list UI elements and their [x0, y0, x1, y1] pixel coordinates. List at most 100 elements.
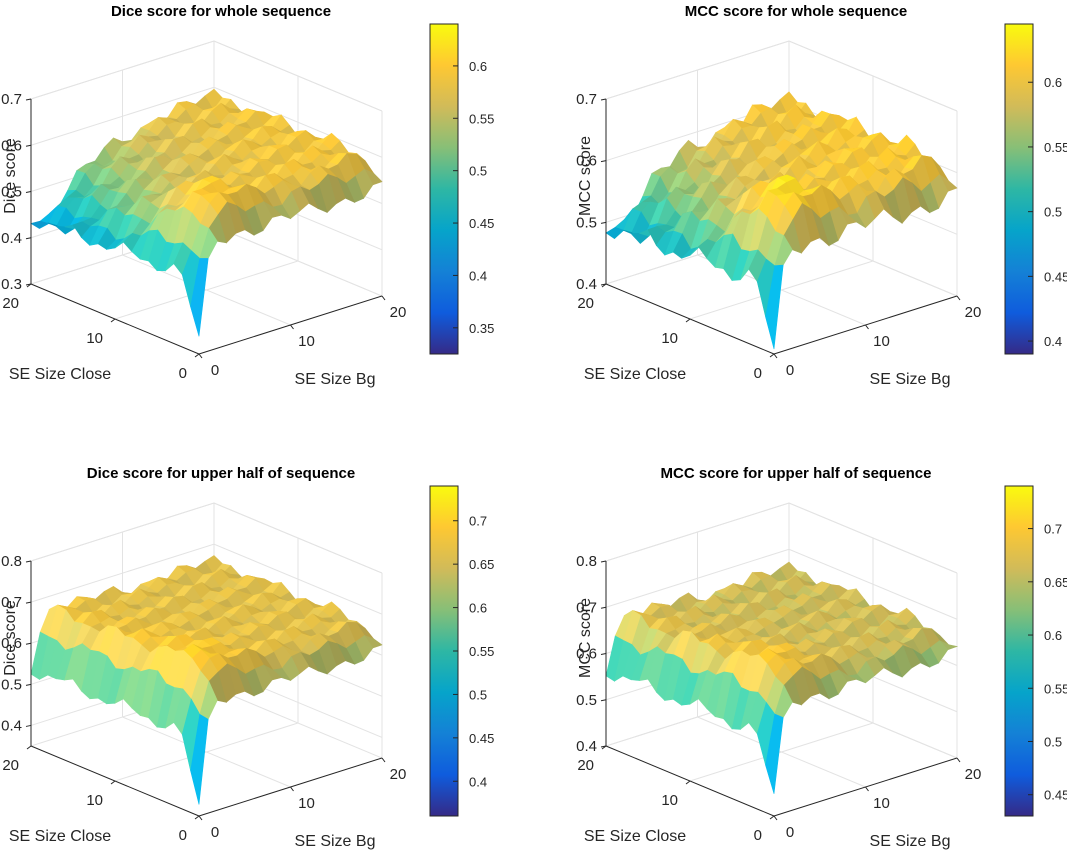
z-tick-mark: [600, 160, 607, 163]
z-tick-label: 0.7: [1, 594, 22, 611]
z-tick-mark: [25, 191, 32, 193]
x-tick-mark: [198, 815, 203, 821]
x-tick-label: 0: [211, 362, 219, 379]
y-tick-mark: [194, 815, 200, 820]
z-tick-mark: [600, 560, 607, 563]
z-tick-mark: [25, 601, 32, 604]
colorbar-tick-label: 0.6: [469, 59, 487, 74]
z-tick-label: 0.5: [1, 676, 22, 693]
surface-patch: [190, 713, 209, 805]
y-tick-label: 20: [577, 757, 594, 774]
colorbar-tick-label: 0.4: [1044, 334, 1062, 349]
y-tick-mark: [110, 780, 116, 785]
colorbar-tick-label: 0.55: [1044, 140, 1067, 155]
y-tick-label: 20: [2, 757, 19, 774]
z-tick-mark: [600, 653, 607, 655]
z-tick-label: 0.4: [1, 230, 22, 247]
colorbar-tick-label: 0.45: [1044, 269, 1067, 284]
z-axis-label: MCC score: [577, 136, 594, 216]
y-axis-label: SE Size Close: [9, 366, 111, 383]
y-tick-label: 10: [661, 792, 678, 809]
surface: [605, 91, 958, 350]
subplot-4: 0 10 20 0 10 20 0.4 0.5 0.6 0.7 0.8 SE Size Bg SE Si…: [576, 465, 1067, 850]
colorbar-tick-label: 0.65: [1044, 575, 1067, 590]
colorbar-tick-label: 0.6: [469, 601, 487, 616]
chart-title: Dice score for upper half of sequence: [87, 465, 355, 482]
x-tick-mark: [381, 757, 386, 763]
z-tick-label: 0.5: [576, 214, 597, 231]
x-tick-label: 20: [390, 766, 407, 783]
z-tick-label: 0.7: [576, 91, 597, 108]
z-axis-label: Dice score: [2, 138, 19, 214]
x-tick-label: 20: [390, 304, 407, 321]
colorbar-tick-label: 0.6: [1044, 628, 1062, 643]
x-tick-label: 0: [211, 824, 219, 841]
y-tick-label: 10: [661, 330, 678, 347]
z-tick-label: 0.4: [576, 276, 597, 293]
grid-line: [605, 40, 958, 112]
x-tick-label: 20: [965, 304, 982, 321]
y-tick-label: 0: [754, 365, 762, 382]
chart-title: Dice score for whole sequence: [111, 3, 331, 20]
colorbar-tick-label: 0.4: [469, 774, 487, 789]
x-axis-label: SE Size Bg: [295, 833, 376, 850]
colorbar-tick-label: 0.65: [469, 557, 494, 572]
z-tick-mark: [25, 237, 32, 240]
y-tick-label: 10: [86, 792, 103, 809]
z-tick-mark: [600, 283, 607, 286]
z-axis-label: MCC score: [577, 598, 594, 678]
z-tick-mark: [25, 560, 32, 563]
colorbar-tick-label: 0.7: [1044, 522, 1062, 537]
z-tick-label: 0.6: [576, 646, 597, 663]
colorbar-tick-label: 0.45: [469, 216, 494, 231]
colorbar-tick-label: 0.7: [469, 514, 487, 529]
z-tick-mark: [25, 724, 32, 727]
y-tick-label: 0: [179, 827, 187, 844]
colorbar: [429, 23, 459, 355]
colorbar-tick-label: 0.6: [1044, 75, 1062, 90]
x-tick-label: 0: [786, 824, 794, 841]
z-tick-label: 0.6: [1, 635, 22, 652]
subplot-2: 0 10 20 0 10 20 0.4 0.5 0.6 0.7 SE Size Bg SE Size …: [576, 3, 1067, 388]
z-tick-label: 0.7: [576, 599, 597, 616]
x-tick-mark: [381, 295, 386, 301]
z-tick-mark: [25, 98, 32, 101]
y-axis-label: SE Size Close: [9, 828, 111, 845]
x-tick-mark: [956, 757, 961, 763]
y-tick-label: 0: [754, 827, 762, 844]
chart-title: MCC score for whole sequence: [685, 3, 908, 20]
y-axis-label: SE Size Close: [584, 828, 686, 845]
y-axis-label: SE Size Close: [584, 366, 686, 383]
y-tick-mark: [685, 780, 691, 785]
x-tick-mark: [865, 786, 869, 792]
colorbar-tick-label: 0.5: [1044, 205, 1062, 220]
z-tick-label: 0.4: [1, 717, 22, 734]
surface-patch: [765, 713, 784, 794]
z-tick-mark: [25, 283, 32, 286]
y-tick-mark: [769, 353, 775, 358]
x-tick-mark: [290, 786, 294, 792]
x-tick-mark: [773, 353, 778, 359]
y-tick-mark: [769, 815, 775, 820]
colorbar-tick-label: 0.5: [1044, 734, 1062, 749]
y-tick-label: 0: [179, 365, 187, 382]
x-tick-label: 0: [786, 362, 794, 379]
colorbar-tick-label: 0.45: [1044, 788, 1067, 803]
x-axis-label: SE Size Bg: [870, 833, 951, 850]
x-axis-label: SE Size Bg: [870, 371, 951, 388]
colorbar-tick-label: 0.4: [469, 268, 487, 283]
colorbar: [1004, 485, 1034, 817]
colorbar-tick-label: 0.55: [469, 644, 494, 659]
x-tick-label: 10: [298, 333, 315, 350]
y-tick-mark: [26, 745, 32, 750]
x-tick-label: 10: [873, 795, 890, 812]
colorbar: [1004, 23, 1034, 355]
z-tick-mark: [25, 642, 32, 645]
surface: [30, 88, 383, 337]
z-tick-mark: [600, 606, 607, 609]
x-tick-label: 10: [873, 333, 890, 350]
surface: [30, 555, 383, 805]
z-tick-label: 0.7: [1, 91, 22, 108]
z-tick-label: 0.5: [1, 184, 22, 201]
